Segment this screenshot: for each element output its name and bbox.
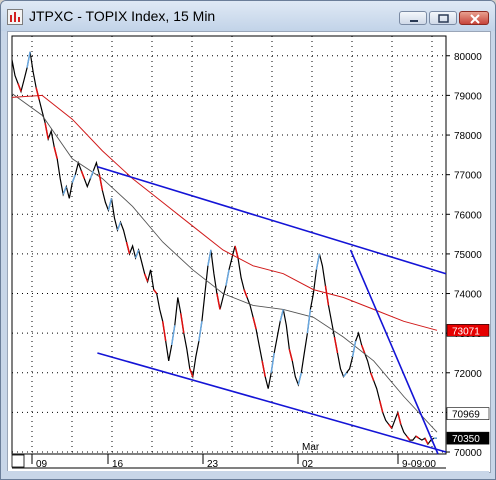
price-label: 70350 xyxy=(452,434,480,445)
maximize-button[interactable] xyxy=(429,11,457,25)
price-segment xyxy=(207,249,212,266)
price-segment xyxy=(161,321,167,342)
price-segment xyxy=(189,368,194,378)
price-label: 70969 xyxy=(452,410,480,421)
minimize-button[interactable] xyxy=(399,11,427,25)
y-tick-label: 78000 xyxy=(454,131,482,142)
trendline-2 xyxy=(97,352,447,453)
price-segment xyxy=(17,83,22,92)
price-segment xyxy=(170,325,176,346)
price-segment xyxy=(134,249,140,259)
price-segment xyxy=(98,174,104,191)
price-segment xyxy=(415,435,420,439)
price-segment xyxy=(198,321,203,342)
price-segment xyxy=(306,309,312,334)
price-segment xyxy=(288,348,294,362)
price-segment xyxy=(424,437,429,445)
price-segment xyxy=(180,313,185,334)
x-tick-label: 09 xyxy=(36,459,48,470)
chart-app-icon xyxy=(7,9,23,25)
x-tick-label: 23 xyxy=(207,459,219,470)
price-segment xyxy=(225,269,230,286)
price-segment xyxy=(125,241,131,255)
price-segment xyxy=(369,372,375,381)
y-tick-label: 80000 xyxy=(454,52,482,63)
trendline-1 xyxy=(97,165,447,275)
y-tick-label: 74000 xyxy=(454,290,482,301)
minimize-icon xyxy=(410,20,418,22)
plot-border xyxy=(11,35,447,455)
window-title: JTPXC - TOPIX Index, 15 Min xyxy=(29,8,216,24)
price-segment xyxy=(397,412,402,425)
price-segment xyxy=(406,435,411,441)
maximize-icon xyxy=(438,14,449,23)
y-tick-label: 70000 xyxy=(454,448,482,459)
price-segment xyxy=(216,293,221,310)
price-chart[interactable]: 7000071000720007300074000750007600077000… xyxy=(8,32,490,472)
series-line-2 xyxy=(11,93,438,433)
month-label: Mar xyxy=(302,442,320,453)
price-segment xyxy=(297,372,303,385)
price-segment xyxy=(35,87,40,100)
x-tick-label: 16 xyxy=(112,459,124,470)
y-tick-label: 72000 xyxy=(454,369,482,380)
y-tick-label: 77000 xyxy=(454,171,482,182)
trendline-3 xyxy=(349,249,439,455)
price-segment xyxy=(378,400,384,413)
price-segment xyxy=(270,352,275,373)
scroll-box xyxy=(11,454,25,468)
price-segment xyxy=(62,186,67,195)
x-tick-label: 9-09:00 xyxy=(402,459,436,470)
price-segment xyxy=(53,146,58,160)
price-segment xyxy=(333,336,339,354)
price-segment xyxy=(80,170,86,179)
chart-area[interactable]: 7000071000720007300074000750007600077000… xyxy=(7,31,491,473)
x-tick-label: 02 xyxy=(302,459,314,470)
price-segment xyxy=(252,317,257,330)
price-segment xyxy=(342,372,348,378)
price-segment xyxy=(26,51,31,68)
price-segment xyxy=(116,221,122,231)
price-segment xyxy=(71,174,76,183)
price-label-box xyxy=(446,324,490,337)
price-segment xyxy=(388,423,393,429)
price-segment xyxy=(315,253,321,270)
price-segment xyxy=(261,360,266,377)
price-label-box xyxy=(446,407,490,420)
title-bar[interactable]: JTPXC - TOPIX Index, 15 Min xyxy=(1,1,495,31)
y-tick-label: 75000 xyxy=(454,250,482,261)
y-tick-label: 79000 xyxy=(454,91,482,102)
price-segment xyxy=(243,289,248,298)
price-segment xyxy=(153,289,158,294)
bottom-border xyxy=(7,471,489,479)
close-icon xyxy=(470,14,480,24)
price-label-box xyxy=(446,431,490,445)
price-segment xyxy=(143,273,149,282)
price-segment xyxy=(89,170,95,179)
price-label: 73071 xyxy=(452,326,480,337)
price-segment xyxy=(44,123,49,140)
price-segment xyxy=(279,309,284,322)
close-button[interactable] xyxy=(459,11,489,25)
price-segment xyxy=(234,245,239,259)
price-segment xyxy=(351,340,357,358)
price-segment xyxy=(324,285,330,306)
price-segment xyxy=(360,344,366,354)
y-tick-label: 76000 xyxy=(454,210,482,221)
series-line-3 xyxy=(11,94,438,331)
price-segment xyxy=(107,198,113,211)
